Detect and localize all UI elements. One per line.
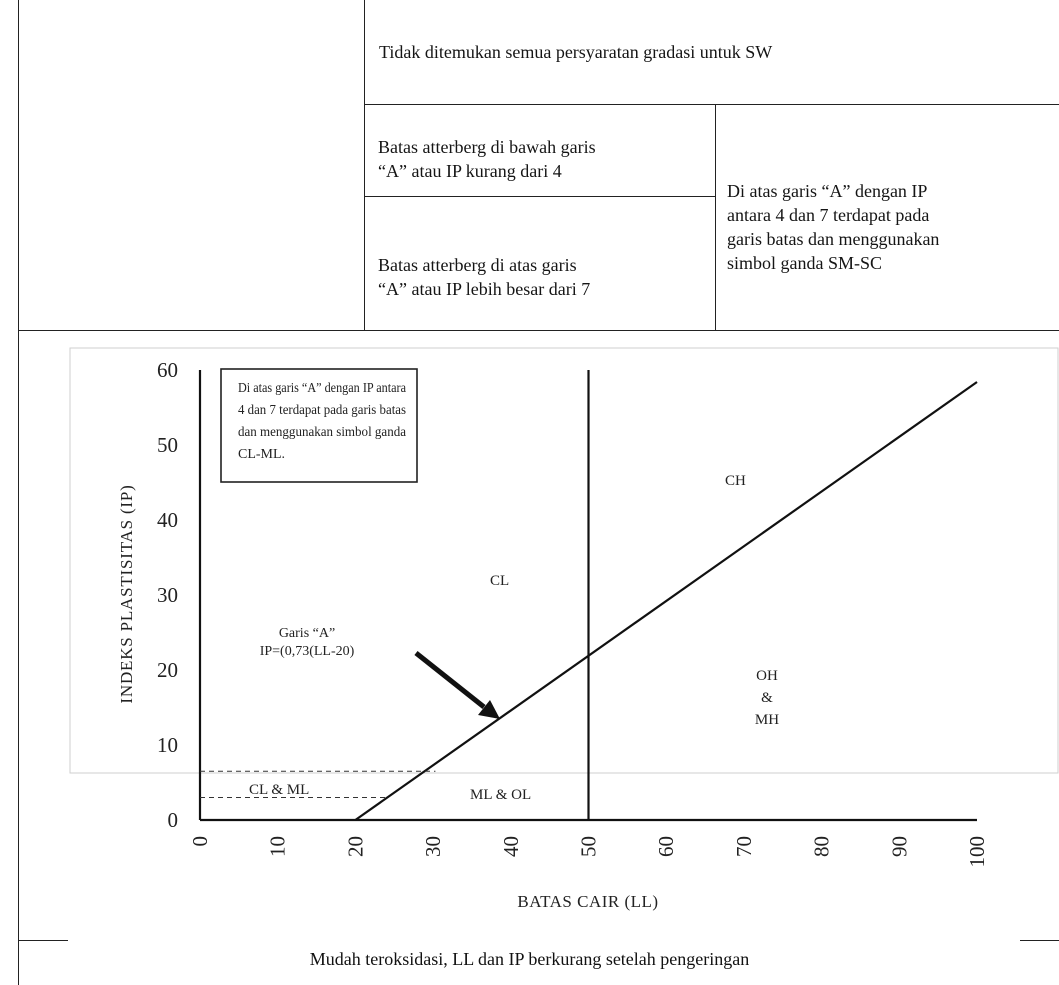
region-label-mh: MH <box>755 712 779 728</box>
note-line-2: 4 dan 7 terdapat pada garis batas <box>238 403 406 418</box>
x-tick-label-2: 20 <box>343 836 367 857</box>
note-line-3: dan menggunakan simbol ganda <box>238 425 407 440</box>
table-row-divider-4a <box>18 940 68 941</box>
table-left-border <box>18 0 19 985</box>
table-row-divider-2 <box>364 196 715 197</box>
region-label-cl: CL <box>490 573 509 589</box>
dual-symbol-cell-1: Di atas garis “A” dengan IP <box>727 181 928 201</box>
y-tick-label-4: 40 <box>157 508 178 532</box>
y-tick-label-6: 60 <box>157 358 178 382</box>
y-axis-title: INDEKS PLASTISITAS (IP) <box>117 484 136 703</box>
footer-description: Mudah teroksidasi, LL dan IP berkurang s… <box>309 949 750 969</box>
region-label-clml: CL & ML <box>249 782 309 798</box>
x-tick-label-1: 10 <box>266 836 290 857</box>
a-line-arrow-head <box>478 700 500 719</box>
above-a-line-cell-1: Batas atterberg di atas garis <box>378 255 577 275</box>
y-tick-label-5: 50 <box>157 433 178 457</box>
dual-symbol-cell-4: simbol ganda SM-SC <box>727 253 883 273</box>
sw-requirement-cell: Tidak ditemukan semua persyaratan gradas… <box>379 42 773 62</box>
y-tick-label-3: 30 <box>157 583 178 607</box>
below-a-line-cell-1: Batas atterberg di bawah garis <box>378 137 596 157</box>
x-axis-title: BATAS CAIR (LL) <box>517 892 658 911</box>
region-label-amp: & <box>761 690 773 706</box>
x-tick-label-6: 60 <box>654 836 678 857</box>
x-tick-label-0: 0 <box>188 836 212 847</box>
table-col-divider-1 <box>364 0 365 330</box>
x-tick-label-9: 90 <box>887 836 911 857</box>
a-line-label-1: Garis “A” <box>279 626 335 641</box>
x-tick-label-8: 80 <box>810 836 834 857</box>
table-col-divider-2 <box>715 104 716 330</box>
chart-series <box>200 370 978 821</box>
x-tick-label-10: 100 <box>965 836 989 868</box>
region-label-ch: CH <box>725 473 746 489</box>
dual-symbol-cell-3: garis batas dan menggunakan <box>727 229 940 249</box>
a-line-label-2: IP=(0,73(LL-20) <box>260 644 355 659</box>
chart-ticks: 0 10 20 30 40 50 60 0 10 20 30 40 50 60 70 80 90 100 <box>157 358 989 868</box>
below-a-line-cell-2: “A” atau IP kurang dari 4 <box>378 161 562 181</box>
note-line-4: CL-ML. <box>238 447 285 462</box>
x-tick-label-4: 40 <box>499 836 523 857</box>
note-line-1: Di atas garis “A” dengan IP antara <box>238 381 407 396</box>
table-row-divider-3 <box>18 330 1059 331</box>
x-tick-label-7: 70 <box>732 836 756 857</box>
y-tick-label-2: 20 <box>157 658 178 682</box>
a-line-arrow-shaft <box>414 651 486 709</box>
x-tick-label-3: 30 <box>421 836 445 857</box>
table-row-divider-4b <box>1020 940 1059 941</box>
dual-symbol-cell-2: antara 4 dan 7 terdapat pada <box>727 205 930 225</box>
note-box <box>220 368 418 483</box>
region-label-oh: OH <box>756 668 778 684</box>
region-label-mlol: ML & OL <box>470 787 531 803</box>
a-line <box>354 381 978 821</box>
table-row-divider-1 <box>364 104 1059 105</box>
above-a-line-cell-2: “A” atau IP lebih besar dari 7 <box>378 279 591 299</box>
x-tick-label-5: 50 <box>577 836 601 857</box>
y-tick-label-1: 10 <box>157 733 178 757</box>
y-tick-label-0: 0 <box>168 808 179 832</box>
chart-frame <box>69 347 1059 774</box>
